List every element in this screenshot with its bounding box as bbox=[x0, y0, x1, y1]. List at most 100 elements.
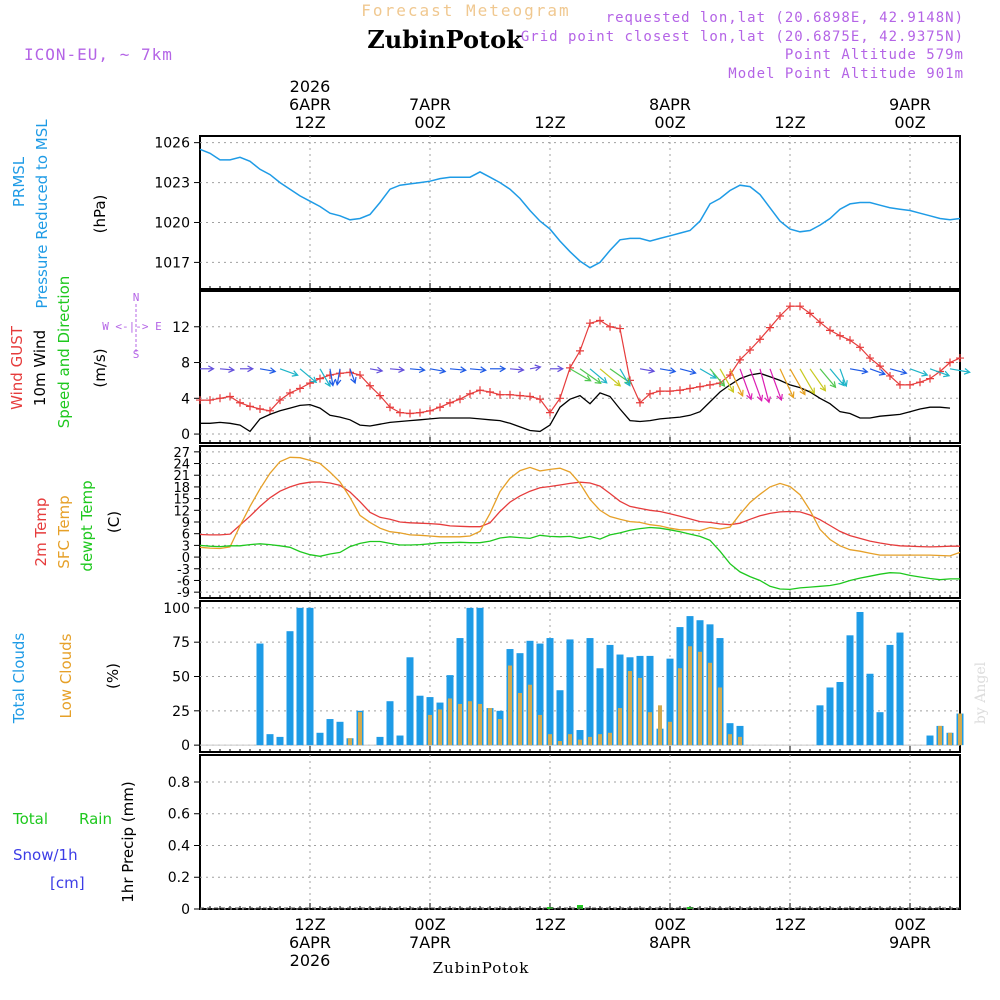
wind-arrow-head bbox=[648, 367, 656, 374]
gust-marker bbox=[486, 388, 494, 397]
wind-arrow-head bbox=[398, 366, 406, 373]
gust-marker bbox=[386, 403, 394, 412]
rain-label: Rain bbox=[79, 810, 112, 828]
gust-marker bbox=[766, 323, 774, 332]
wind-arrow bbox=[909, 368, 928, 376]
gust-marker bbox=[956, 354, 964, 363]
temp-unit: (C) bbox=[105, 511, 123, 533]
gust-marker bbox=[896, 380, 904, 389]
total-cloud-bar bbox=[456, 638, 464, 746]
gust-marker bbox=[256, 405, 264, 414]
wind-arrow bbox=[749, 368, 763, 401]
y-tick-label: 6 bbox=[182, 528, 190, 543]
total-clouds-label: Total Clouds bbox=[10, 633, 28, 725]
total-cloud-bar bbox=[606, 644, 614, 746]
t2m-label: 2m Temp bbox=[32, 498, 50, 567]
total-cloud-bar bbox=[596, 668, 604, 746]
low-cloud-bar bbox=[458, 703, 462, 746]
total-cloud-bar bbox=[846, 635, 854, 746]
low-cloud-bar bbox=[478, 703, 482, 746]
panel-frame bbox=[199, 290, 961, 444]
low-clouds-label: Low Clouds bbox=[57, 633, 75, 718]
y-tick-label: 0 bbox=[181, 427, 190, 443]
gust-marker bbox=[546, 408, 554, 417]
gust-marker bbox=[646, 389, 654, 398]
wind-arrow bbox=[799, 368, 815, 394]
y-tick-label: 1026 bbox=[154, 136, 190, 152]
wind-arrow-head bbox=[727, 385, 735, 394]
wind-arrow-head bbox=[499, 365, 507, 373]
low-cloud-bar bbox=[428, 714, 432, 746]
wind-arrow bbox=[619, 368, 631, 387]
bottom-axis-label: 9APR bbox=[889, 933, 931, 952]
y-tick-label: 18 bbox=[173, 481, 190, 496]
wind-arrow bbox=[569, 368, 591, 382]
pressure-panel: 1017 1020 1023 1026 bbox=[154, 135, 961, 290]
wind-arrow bbox=[819, 368, 836, 388]
wind-arrow bbox=[719, 368, 734, 393]
dewpt-label: dewpt Temp bbox=[78, 480, 96, 571]
wind-arrow bbox=[579, 368, 602, 384]
low-cloud-bar bbox=[948, 732, 952, 746]
wind-arrow-head bbox=[208, 365, 215, 373]
total-cloud-bar bbox=[836, 681, 844, 746]
wind-line bbox=[200, 372, 951, 433]
gust-marker bbox=[226, 392, 234, 401]
low-cloud-bar bbox=[358, 712, 362, 746]
wind-arrow-head bbox=[841, 380, 848, 388]
gust-marker bbox=[356, 371, 364, 380]
gust-marker bbox=[496, 390, 504, 399]
wind-arrow bbox=[839, 368, 847, 387]
station-title: ZubinPotok bbox=[367, 25, 524, 54]
wind-arrow bbox=[679, 368, 696, 374]
wind-arrow bbox=[599, 368, 621, 387]
wind-arrow bbox=[929, 368, 950, 377]
total-cloud-bar bbox=[306, 607, 314, 746]
total-cloud-bar bbox=[406, 657, 414, 746]
low-cloud-bar bbox=[648, 712, 652, 746]
low-cloud-bar bbox=[608, 732, 612, 746]
gust-marker bbox=[526, 392, 534, 401]
wind-arrow bbox=[809, 368, 826, 392]
wind-arrow bbox=[589, 368, 608, 384]
y-tick-label: 1023 bbox=[154, 176, 190, 192]
wind-arrow bbox=[659, 368, 676, 373]
wind-arrow-head bbox=[746, 393, 753, 401]
model-label: ICON-EU, ~ 7km bbox=[24, 45, 173, 64]
low-cloud-bar bbox=[628, 671, 632, 746]
requested-coords: requested lon,lat (20.6898E, 42.9148N) bbox=[606, 10, 964, 26]
bottom-axis-label: 8APR bbox=[649, 933, 691, 952]
top-axis-label: 12Z bbox=[774, 113, 805, 132]
wind-arrow bbox=[769, 368, 782, 401]
total-cloud-bar bbox=[386, 701, 394, 746]
wind-arrow bbox=[949, 368, 970, 373]
wind-arrow bbox=[336, 368, 341, 385]
low-cloud-bar bbox=[638, 677, 642, 746]
wind-arrow-head bbox=[310, 376, 318, 384]
gust-marker bbox=[466, 389, 474, 398]
t2m-line bbox=[199, 481, 960, 548]
gust-marker bbox=[706, 380, 714, 389]
top-axis-label: 9APR bbox=[889, 95, 931, 114]
pressure-label-desc: Pressure Reduced to MSL bbox=[33, 119, 51, 309]
gust-marker bbox=[446, 398, 454, 407]
wind-arrow-head bbox=[963, 368, 971, 375]
gust-marker bbox=[376, 391, 384, 400]
bottom-axis-label: 6APR bbox=[289, 933, 331, 952]
low-cloud-bar bbox=[658, 705, 662, 746]
gust-marker bbox=[836, 331, 844, 340]
wind-arrow-head bbox=[921, 370, 929, 377]
wind-arrow-head bbox=[228, 366, 236, 373]
wind-arrow-head bbox=[861, 367, 869, 375]
wind-arrow bbox=[509, 368, 524, 371]
wind-arrow bbox=[469, 368, 486, 371]
wind-arrow bbox=[369, 368, 383, 372]
wind-arrow-head bbox=[756, 394, 764, 402]
y-tick-label: 0.4 bbox=[168, 838, 190, 854]
wind-arrow-head bbox=[943, 370, 951, 378]
wind-arrow bbox=[299, 368, 317, 383]
wind-10m-label: 10m Wind bbox=[31, 330, 49, 406]
gust-marker bbox=[196, 396, 204, 405]
wind-arrow-head bbox=[479, 366, 487, 374]
wind-arrow bbox=[219, 368, 234, 371]
